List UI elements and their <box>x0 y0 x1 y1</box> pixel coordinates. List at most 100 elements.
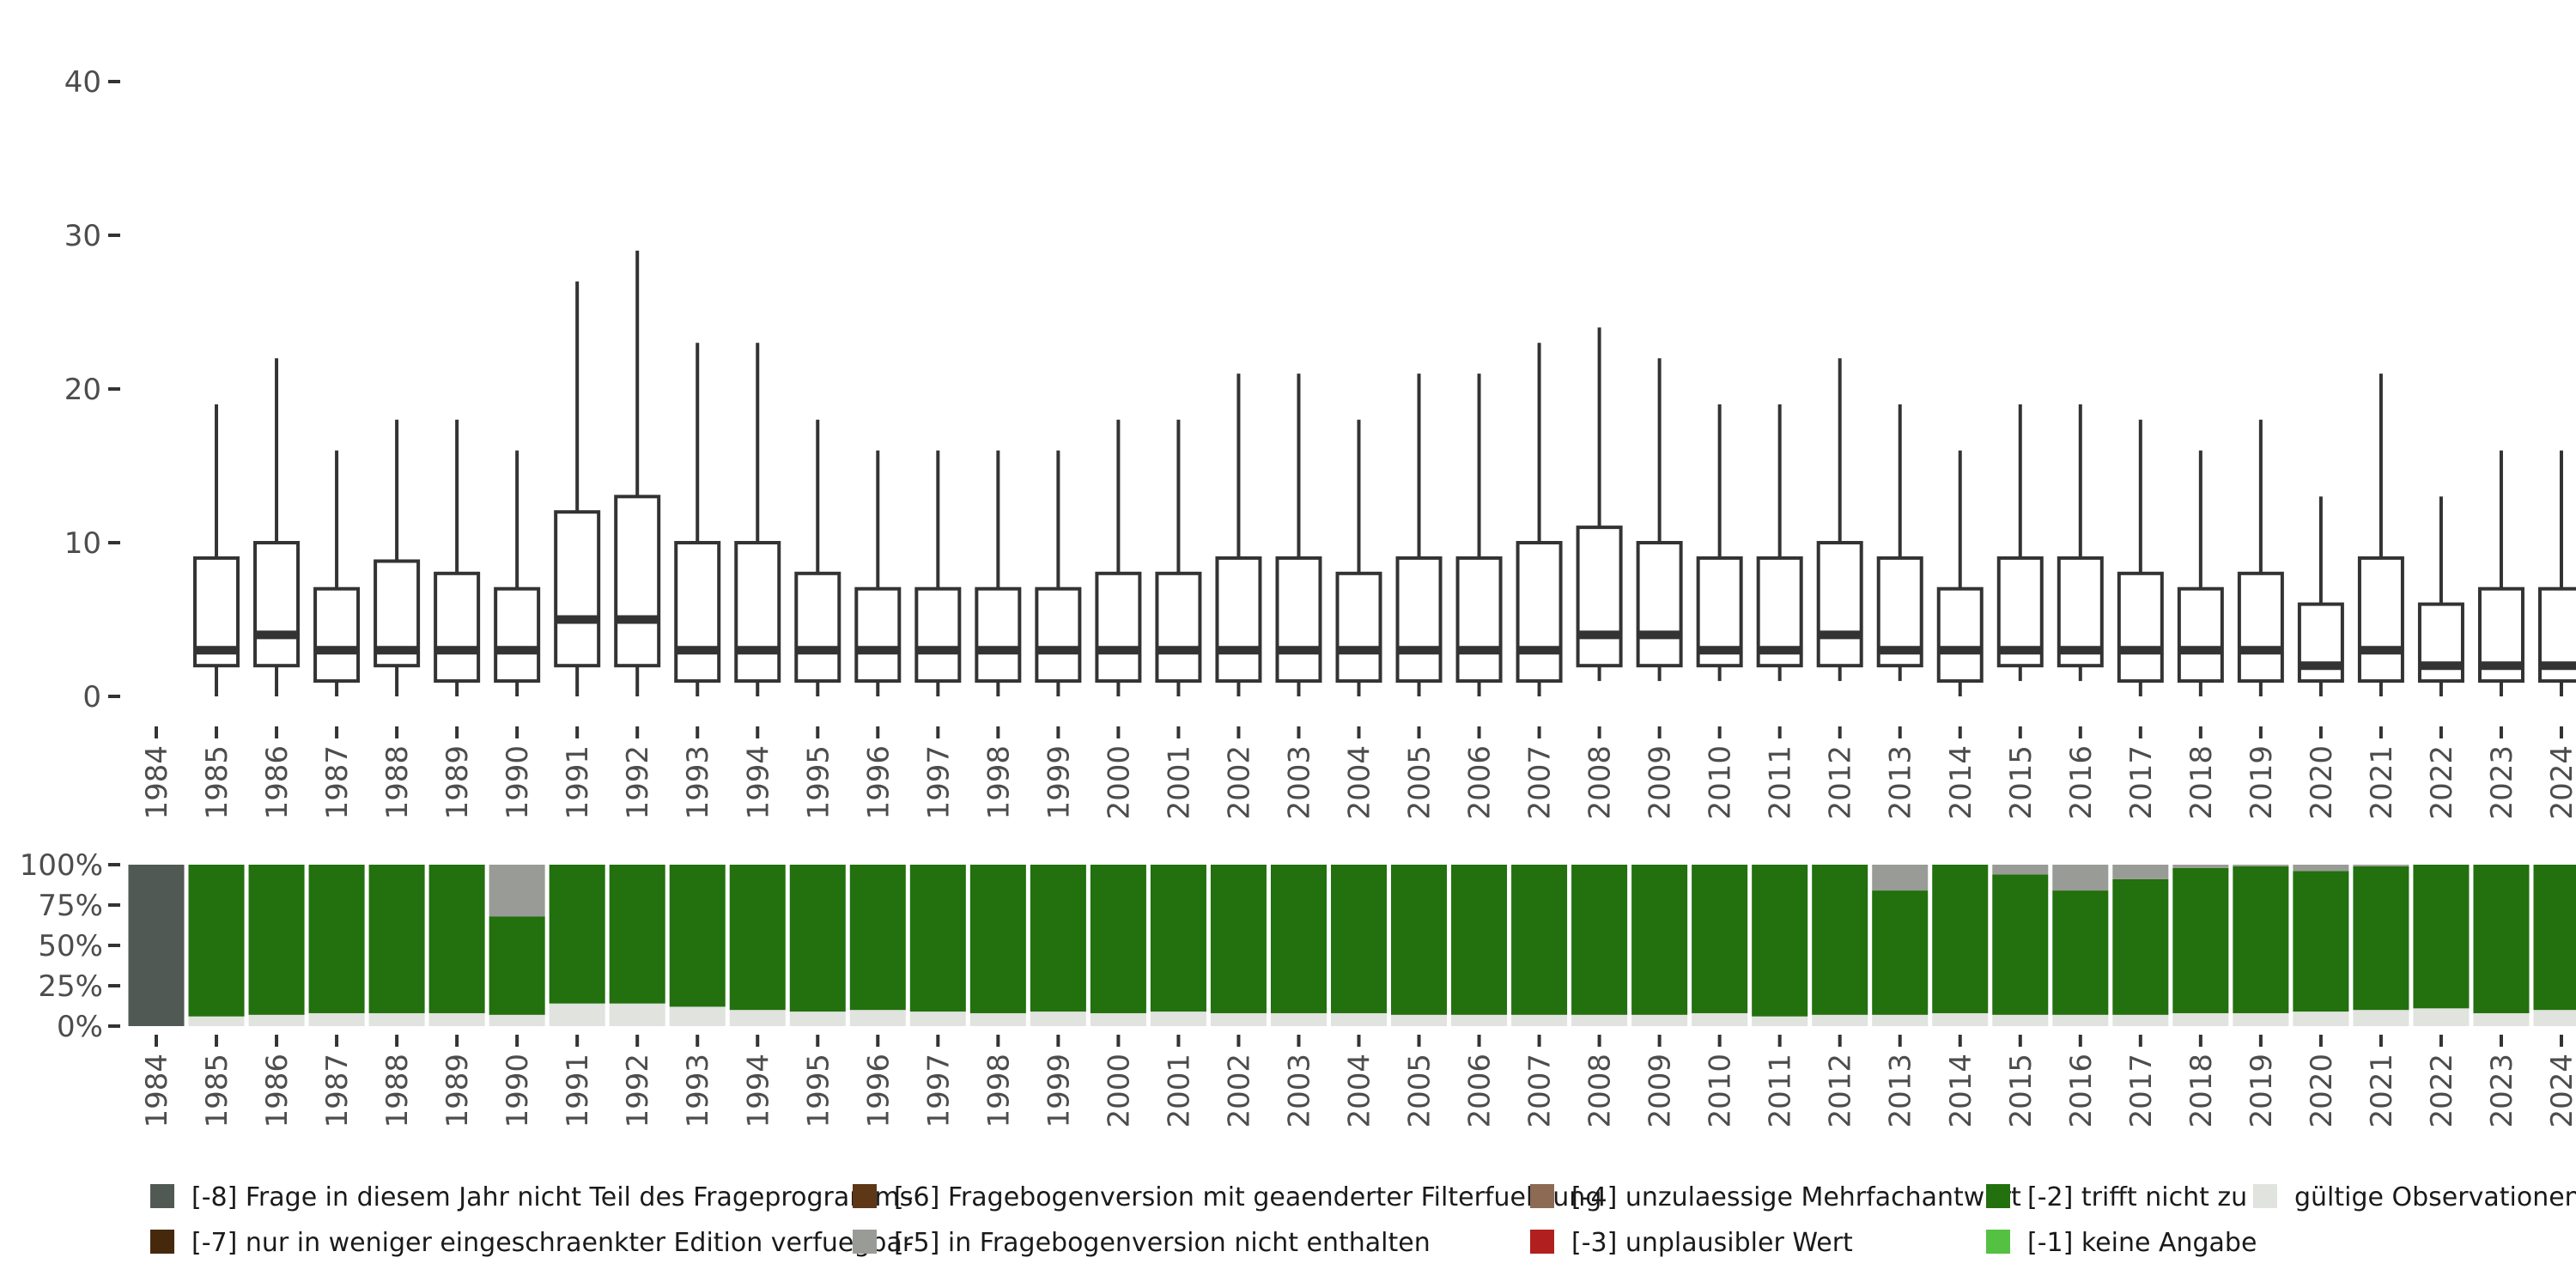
box-iqr <box>734 541 781 683</box>
bar-ytick-label: 100% <box>20 848 103 883</box>
box-xtick-label: 2019 <box>2245 745 2279 820</box>
box-xtick-label: 2003 <box>1282 745 1316 820</box>
bar-seg-m2-2009 <box>1631 865 1688 1015</box>
box-xtick-label: 1987 <box>320 745 355 820</box>
box-xtick-label: 1992 <box>621 745 655 820</box>
bar-seg-valid-1989 <box>428 1012 485 1026</box>
box-2002 <box>1215 374 1262 696</box>
box-2007 <box>1516 343 1563 696</box>
legend-label: [-1] keine Angabe <box>2027 1228 2257 1258</box>
legend-label: [-3] unplausibler Wert <box>1571 1228 1853 1258</box>
box-iqr <box>1155 571 1202 683</box>
bar-seg-valid-2023 <box>2473 1012 2530 1026</box>
box-1993 <box>674 343 721 696</box>
legend-swatch <box>1986 1184 2010 1208</box>
legend-label: gültige Observationen <box>2294 1182 2576 1212</box>
box-2000 <box>1095 419 1142 696</box>
box-iqr <box>1516 541 1563 683</box>
box-xtick-label: 2006 <box>1463 745 1498 820</box>
box-1996 <box>854 450 902 696</box>
bar-seg-m2-2016 <box>2052 890 2109 1015</box>
legend: [-8] Frage in diesem Jahr nicht Teil des… <box>150 1182 2576 1258</box>
box-xtick-label: 2011 <box>1764 745 1798 820</box>
box-iqr <box>2237 571 2284 683</box>
bar-seg-valid-1985 <box>188 1016 245 1026</box>
bar-seg-valid-1991 <box>549 1003 605 1026</box>
bar-seg-valid-2007 <box>1511 1014 1568 1026</box>
box-1988 <box>374 419 421 696</box>
bar-seg-valid-1995 <box>789 1012 846 1026</box>
bar-xtick-label: 2012 <box>1824 1054 1858 1128</box>
box-xtick-label: 1998 <box>981 745 1016 820</box>
legend-swatch <box>1530 1184 1554 1208</box>
legend-item: gültige Observationen <box>2253 1182 2576 1212</box>
bar-seg-valid-2008 <box>1571 1014 1628 1026</box>
box-xtick-label: 2007 <box>1523 745 1558 820</box>
bar-seg-m2-2001 <box>1150 865 1206 1012</box>
bar-seg-valid-2011 <box>1752 1016 1808 1026</box>
box-xtick-label: 1991 <box>561 745 595 820</box>
bar-xtick-label: 2013 <box>1884 1054 1918 1128</box>
legend-item: [-2] trifft nicht zu <box>1986 1182 2247 1212</box>
bar-seg-m2-1997 <box>909 865 966 1012</box>
bar-xtick-label: 2023 <box>2485 1054 2519 1128</box>
legend-swatch <box>150 1184 174 1208</box>
box-xtick-label: 2005 <box>1403 745 1437 820</box>
bar-seg-m2-2024 <box>2533 865 2576 1011</box>
legend-item: [-7] nur in weniger eingeschraenkter Edi… <box>150 1228 914 1258</box>
stacked-bar-panel: 0% 25% 50% 75% 100% 1984 1985 1986 1987 1988 1989 1… <box>20 848 2576 1128</box>
bar-xtick-label: 1997 <box>921 1054 956 1128</box>
box-2008 <box>1576 327 1623 682</box>
box-1990 <box>494 450 541 696</box>
bar-seg-m2-1991 <box>549 865 605 1004</box>
bar-seg-m5-2020 <box>2293 865 2349 872</box>
bar-xtick-label: 2005 <box>1403 1054 1437 1128</box>
bar-xtick-label: 1987 <box>320 1054 355 1128</box>
legend-label: [-2] trifft nicht zu <box>2027 1182 2247 1212</box>
bar-seg-m2-2017 <box>2112 878 2169 1015</box>
bar-seg-m2-1987 <box>308 865 365 1013</box>
legend-label: [-7] nur in weniger eingeschraenkter Edi… <box>191 1228 914 1258</box>
bar-seg-valid-1992 <box>609 1003 665 1026</box>
box-xtick-label: 2013 <box>1884 745 1918 820</box>
box-iqr <box>1455 556 1503 683</box>
bar-xtick-label: 2001 <box>1162 1054 1196 1128</box>
legend-swatch <box>853 1230 877 1254</box>
bar-seg-m2-2006 <box>1451 865 1508 1015</box>
bar-seg-m2-2020 <box>2293 871 2349 1012</box>
box-xtick-label: 1997 <box>921 745 956 820</box>
bar-seg-valid-2006 <box>1451 1014 1508 1026</box>
bar-seg-valid-2002 <box>1210 1012 1267 1026</box>
box-iqr <box>1035 586 1082 683</box>
bar-seg-valid-2019 <box>2233 1012 2289 1026</box>
legend-item: [-1] keine Angabe <box>1986 1228 2257 1258</box>
bar-xtick-label: 2020 <box>2305 1054 2339 1128</box>
bar-xtick-label: 2024 <box>2545 1054 2576 1128</box>
box-iqr <box>854 586 902 683</box>
bar-seg-m2-2012 <box>1812 865 1868 1015</box>
box-1992 <box>614 250 661 696</box>
box-2020 <box>2297 496 2344 696</box>
bar-seg-m2-2018 <box>2172 867 2229 1013</box>
bar-seg-valid-2016 <box>2052 1014 2109 1026</box>
bar-seg-m2-1996 <box>849 865 906 1011</box>
box-2010 <box>1696 404 1743 682</box>
bar-seg-m2-2000 <box>1090 865 1146 1013</box>
box-ytick-label: 20 <box>64 373 101 407</box>
bar-seg-m2-1985 <box>188 865 245 1017</box>
box-2019 <box>2237 419 2284 696</box>
box-iqr <box>1275 556 1322 683</box>
bar-seg-valid-2015 <box>1992 1014 2049 1026</box>
box-xtick-label: 1995 <box>801 745 835 820</box>
box-iqr <box>1936 586 1984 683</box>
box-iqr <box>1395 556 1443 683</box>
bar-seg-m5-2018 <box>2172 865 2229 868</box>
box-2024 <box>2538 450 2576 696</box>
box-iqr <box>1335 571 1382 683</box>
bar-seg-valid-2009 <box>1631 1014 1688 1026</box>
box-1994 <box>734 343 781 696</box>
bar-seg-valid-2013 <box>1872 1014 1929 1026</box>
box-2011 <box>1756 404 1803 682</box>
bar-xtick-label: 1993 <box>681 1054 715 1128</box>
bar-seg-m5-2017 <box>2112 865 2169 879</box>
